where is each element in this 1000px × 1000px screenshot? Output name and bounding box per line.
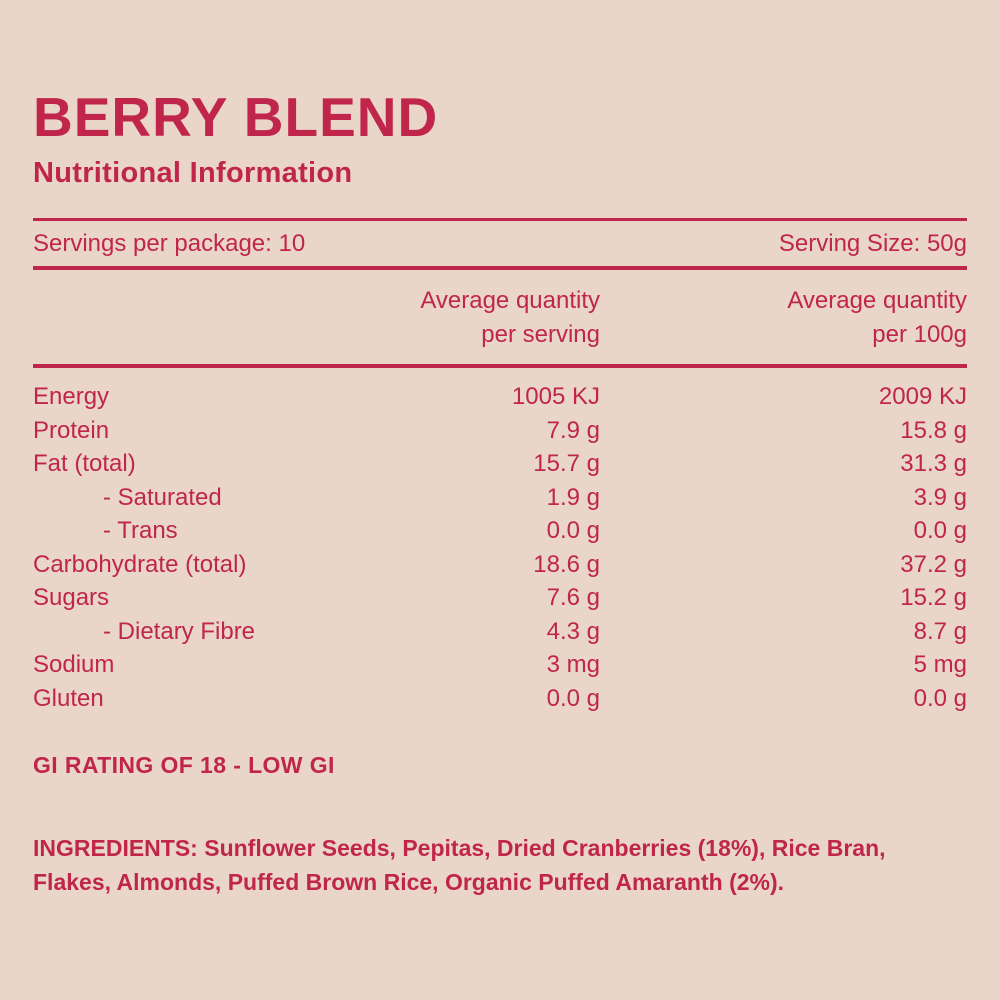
nutrient-label: Energy [33,383,110,410]
column-header-per-serving: Average quantity per serving [380,284,600,352]
per-100g-header-line1: Average quantity [787,287,967,315]
nutrient-label: - Trans [103,517,178,544]
table-row-sugars: Sugars 7.6 g 15.2 g [33,581,967,615]
divider-headers [33,364,967,369]
per-serving-header-line1: Average quantity [420,287,600,315]
per-100g-value: 15.8 g [900,416,967,444]
per-serving-value: 7.6 g [546,584,600,611]
product-title: BERRY BLEND [33,86,439,148]
gi-rating-text: GI RATING OF 18 - LOW GI [33,752,335,779]
per-serving-value: 3 mg [546,651,600,678]
per-100g-value: 0.0 g [913,684,967,712]
nutrient-label: Sugars [33,584,110,611]
per-serving-value: 18.6 g [533,550,600,578]
nutrient-label: Gluten [33,684,104,712]
table-row-fat-total: Fat (total) 15.7 g 31.3 g [33,447,967,481]
table-row-trans: - Trans 0.0 g 0.0 g [33,514,967,548]
serving-size: Serving Size: 50g [778,229,967,257]
table-row-gluten: Gluten 0.0 g 0.0 g [33,682,967,716]
per-serving-value: 15.7 g [533,450,600,477]
nutrient-label: Carbohydrate (total) [33,550,247,578]
per-100g-value: 8.7 g [913,617,967,645]
nutrient-label: - Dietary Fibre [103,617,256,645]
column-header-per-100g: Average quantity per 100g [600,284,967,352]
nutrient-label: - Saturated [103,483,222,511]
table-row-dietary-fibre: - Dietary Fibre 4.3 g 8.7 g [33,615,967,649]
divider-serving-info [33,266,967,271]
per-100g-value: 2009 KJ [878,383,967,410]
per-100g-value: 0.0 g [913,517,967,544]
nutrient-label: Fat (total) [33,450,136,477]
per-serving-value: 1.9 g [546,483,600,511]
per-serving-value: 0.0 g [546,684,600,712]
per-100g-value: 37.2 g [900,550,967,578]
servings-per-package: Servings per package: 10 [33,229,306,257]
per-serving-header-line2: per serving [481,321,600,349]
per-serving-value: 4.3 g [546,617,600,645]
per-serving-value: 7.9 g [546,416,600,444]
table-row-protein: Protein 7.9 g 15.8 g [33,414,967,448]
table-row-carbohydrate-total: Carbohydrate (total) 18.6 g 37.2 g [33,548,967,582]
per-100g-value: 5 mg [913,651,967,678]
nutrition-table: Energy 1005 KJ 2009 KJ Protein 7.9 g 15.… [33,380,967,715]
page-subtitle: Nutritional Information [33,157,353,190]
nutrient-label: Sodium [33,651,115,678]
per-100g-value: 3.9 g [913,483,967,511]
per-serving-value: 1005 KJ [511,383,600,410]
serving-info-row: Servings per package: 10 Serving Size: 5… [33,221,967,266]
ingredients-text: INGREDIENTS: Sunflower Seeds, Pepitas, D… [33,835,886,896]
column-header-spacer [33,284,380,352]
table-row-energy: Energy 1005 KJ 2009 KJ [33,380,967,414]
column-headers-row: Average quantity per serving Average qua… [33,270,967,364]
per-100g-value: 31.3 g [900,450,967,477]
per-serving-value: 0.0 g [546,517,600,544]
nutrient-label: Protein [33,416,110,444]
per-100g-value: 15.2 g [900,584,967,611]
per-100g-header-line2: per 100g [872,321,967,349]
table-row-sodium: Sodium 3 mg 5 mg [33,648,967,682]
table-row-saturated: - Saturated 1.9 g 3.9 g [33,481,967,515]
divider-top [33,218,967,222]
